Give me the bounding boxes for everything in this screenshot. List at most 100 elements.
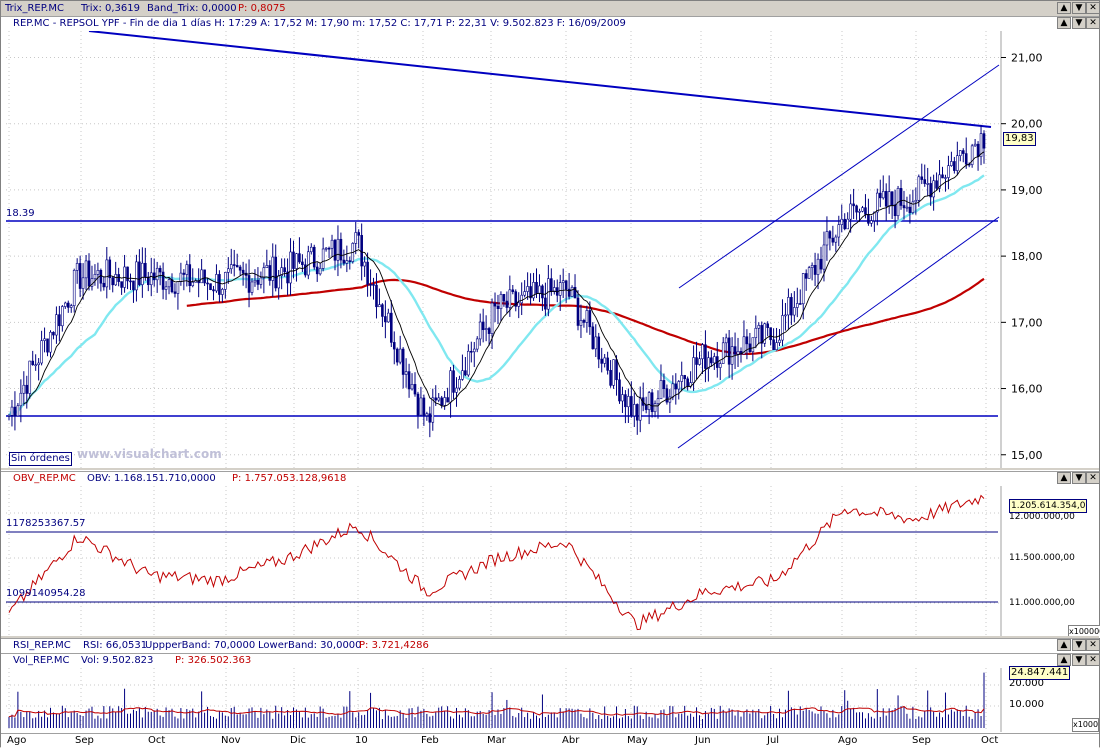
price-body	[229, 264, 233, 270]
scroll-down-icon[interactable]: ▼	[1072, 2, 1086, 14]
price-body	[878, 192, 882, 199]
close-icon[interactable]: ✕	[1086, 2, 1100, 14]
price-body	[357, 232, 360, 236]
price-body	[609, 370, 612, 386]
price-body	[550, 278, 553, 292]
x-tick: Jul	[767, 735, 780, 746]
obv-chart[interactable]	[1, 486, 1099, 636]
price-body	[182, 272, 186, 275]
panel-up-icon[interactable]: ▲	[1057, 17, 1071, 29]
price-body	[440, 397, 443, 406]
watermark: www.visualchart.com	[77, 447, 222, 461]
price-body	[956, 155, 959, 171]
price-body	[621, 394, 624, 402]
price-body	[493, 302, 497, 307]
price-body	[161, 271, 165, 290]
trix-value: Trix: 0,3619	[81, 3, 140, 14]
price-body	[935, 180, 938, 189]
price-body	[837, 224, 841, 238]
price-body	[384, 316, 387, 323]
price-body	[932, 180, 935, 198]
vol-tick-1: 20.000	[1009, 678, 1044, 689]
price-body	[947, 165, 950, 178]
rsi-close-icon[interactable]: ✕	[1086, 639, 1100, 651]
price-body	[911, 201, 915, 213]
price-body	[804, 273, 808, 279]
price-body	[31, 360, 35, 366]
price-body	[416, 393, 420, 416]
obv-value: OBV: 1.168.151.710,0000	[87, 473, 216, 484]
trix-name: Trix_REP.MC	[5, 3, 64, 14]
panel-close-icon[interactable]: ✕	[1086, 17, 1100, 29]
price-body	[982, 133, 986, 149]
price-body	[846, 218, 849, 230]
price-body	[185, 264, 189, 275]
volume-chart[interactable]	[1, 668, 1099, 732]
ma-slow-line	[186, 277, 985, 355]
price-body	[387, 312, 390, 323]
vol-up-icon[interactable]: ▲	[1057, 654, 1071, 666]
obv-up-icon[interactable]: ▲	[1057, 472, 1071, 484]
price-body	[760, 325, 764, 344]
price-body	[633, 404, 636, 417]
price-body	[662, 380, 666, 389]
trix-p-value: P: 0,8075	[238, 3, 286, 14]
price-body	[87, 260, 91, 287]
panel-down-icon[interactable]: ▼	[1072, 17, 1086, 29]
price-body	[315, 266, 319, 275]
price-body	[16, 405, 20, 417]
price-body	[158, 267, 162, 273]
price-body	[66, 302, 70, 308]
price-body	[727, 337, 731, 365]
vol-p-value: P: 326.502.363	[175, 655, 252, 666]
price-body	[256, 279, 260, 285]
price-body	[179, 272, 183, 283]
price-body	[484, 328, 488, 331]
price-body	[976, 143, 980, 157]
price-body	[864, 207, 867, 215]
price-body	[561, 280, 565, 283]
price-body	[360, 235, 363, 267]
obv-down-icon[interactable]: ▼	[1072, 472, 1086, 484]
price-body	[452, 370, 455, 393]
price-body	[541, 285, 544, 299]
rsi-up-icon[interactable]: ▲	[1057, 639, 1071, 651]
scroll-up-icon[interactable]: ▲	[1057, 2, 1071, 14]
price-body	[692, 357, 695, 383]
rsi-down-icon[interactable]: ▼	[1072, 639, 1086, 651]
price-body	[704, 344, 707, 369]
orders-button[interactable]: Sin órdenes	[9, 452, 72, 466]
price-body	[627, 396, 630, 408]
rsi-p-value: P: 3.721,4286	[359, 640, 429, 651]
price-body	[964, 153, 968, 165]
price-chart[interactable]: 21,00 20,00 19,00 18,00 17,00 16,00 15,00	[1, 31, 1099, 468]
price-body	[656, 398, 660, 405]
price-body	[793, 307, 796, 316]
price-body	[603, 357, 606, 364]
y-tick-label: 16,00	[1011, 383, 1043, 396]
price-body	[905, 206, 909, 209]
price-body	[348, 260, 352, 262]
price-body	[232, 264, 236, 266]
price-body	[544, 297, 547, 310]
price-body	[481, 321, 485, 331]
price-body	[191, 281, 195, 287]
vol-close-icon[interactable]: ✕	[1086, 654, 1100, 666]
price-body	[407, 371, 411, 390]
obv-close-icon[interactable]: ✕	[1086, 472, 1100, 484]
price-body	[25, 384, 29, 394]
x-tick: Sep	[75, 735, 94, 746]
price-body	[289, 251, 292, 284]
price-body	[268, 265, 272, 281]
price-body	[301, 261, 304, 266]
vol-down-icon[interactable]: ▼	[1072, 654, 1086, 666]
price-body	[686, 378, 689, 387]
price-body	[221, 289, 224, 295]
price-body	[810, 265, 814, 268]
price-body	[410, 384, 414, 390]
price-body	[392, 342, 396, 350]
price-body	[105, 259, 109, 288]
price-body	[321, 248, 325, 269]
price-body	[478, 321, 482, 340]
price-body	[28, 360, 32, 394]
